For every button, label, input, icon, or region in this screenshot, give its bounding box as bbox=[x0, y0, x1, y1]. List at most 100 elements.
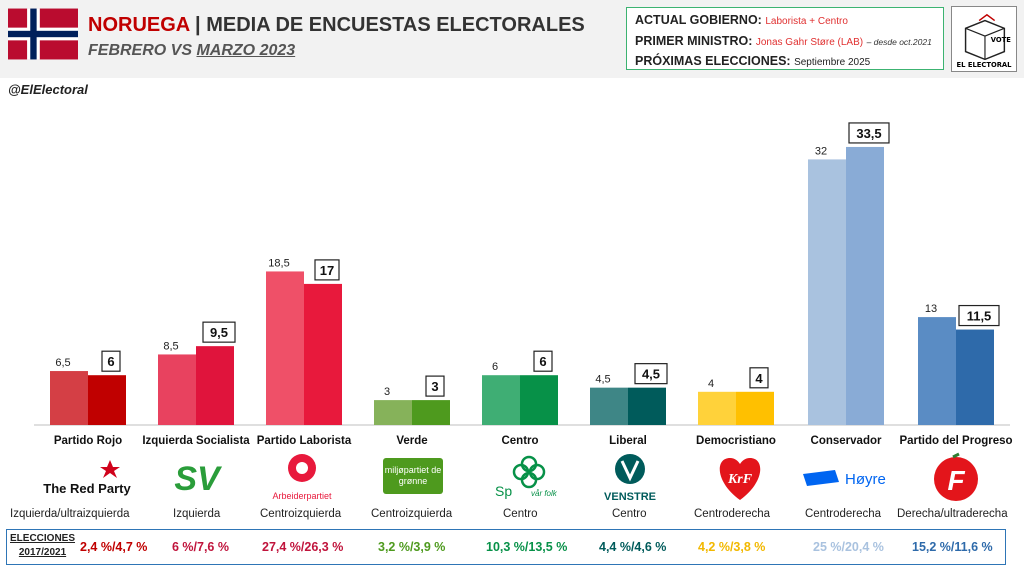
category-label: Verde bbox=[396, 435, 427, 447]
bar-feb bbox=[50, 371, 88, 425]
svg-text:Sp: Sp bbox=[495, 483, 512, 499]
category-label: Izquierda Socialista bbox=[142, 435, 250, 447]
election-result: 25 %/20,4 % bbox=[813, 540, 884, 554]
elections-box bbox=[6, 529, 1006, 565]
subtitle-a: FEBRERO VS bbox=[88, 42, 193, 59]
norway-flag-icon bbox=[8, 8, 78, 60]
ideology-label: Izquierda/ultraizquierda bbox=[10, 508, 130, 520]
bar-feb bbox=[808, 159, 846, 425]
value-box-mar bbox=[533, 350, 553, 372]
ideology-label: Derecha/ultraderecha bbox=[897, 508, 1008, 520]
header: NORUEGA | MEDIA DE ENCUESTAS ELECTORALES… bbox=[0, 0, 1024, 78]
bar-mar bbox=[412, 400, 450, 425]
ideology-label: Centro bbox=[503, 508, 538, 520]
bar-feb bbox=[590, 387, 628, 425]
ideology-label: Centroizquierda bbox=[371, 508, 453, 520]
bar-feb bbox=[918, 317, 956, 425]
category-label: Partido del Progreso bbox=[899, 435, 1012, 447]
bar-mar bbox=[304, 283, 342, 425]
value-label-mar: 3 bbox=[431, 379, 438, 394]
arbeiderpartiet-logo: Arbeiderpartiet bbox=[272, 454, 332, 501]
value-box-mar bbox=[848, 122, 890, 144]
pm-label: PRIMER MINISTRO: bbox=[635, 33, 753, 48]
ideology-label: Centroderecha bbox=[805, 508, 882, 520]
value-label-feb: 18,5 bbox=[268, 257, 289, 269]
bar-feb bbox=[698, 391, 736, 425]
value-label-feb: 6,5 bbox=[55, 357, 70, 369]
bar-feb bbox=[266, 271, 304, 425]
gov-value: Laborista + Centro bbox=[765, 16, 848, 27]
value-box-mar bbox=[749, 367, 769, 389]
election-result: 3,2 %/3,9 % bbox=[378, 540, 446, 554]
ideology-label: Centroderecha bbox=[694, 508, 771, 520]
mdg-logo: miljøpartiet de grønne bbox=[383, 458, 443, 494]
svg-text:F: F bbox=[947, 465, 965, 496]
value-box-mar bbox=[101, 350, 121, 372]
value-box-mar bbox=[202, 321, 236, 343]
value-label-feb: 4 bbox=[708, 378, 714, 390]
bar-mar bbox=[956, 329, 994, 425]
election-result: 6 %/7,6 % bbox=[172, 540, 229, 554]
svg-text:Arbeiderpartiet: Arbeiderpartiet bbox=[272, 491, 332, 501]
category-label: Liberal bbox=[609, 435, 647, 447]
election-result: 2,4 %/4,7 % bbox=[80, 540, 148, 554]
next-value: Septiembre 2025 bbox=[794, 57, 871, 68]
krf-logo: KrF bbox=[719, 458, 761, 500]
election-result: 27,4 %/26,3 % bbox=[262, 540, 344, 554]
bar-mar bbox=[628, 387, 666, 425]
election-result: 4,2 %/3,8 % bbox=[698, 540, 766, 554]
bar-feb bbox=[158, 354, 196, 425]
bar-mar bbox=[846, 146, 884, 425]
twitter-handle: @ElElectoral bbox=[8, 82, 88, 97]
value-label-mar: 9,5 bbox=[210, 325, 228, 340]
category-label: Conservador bbox=[811, 435, 882, 447]
poll-bar-chart: 6,5 6 Partido Rojo 8,5 9,5 Izquierda Socialis… bbox=[34, 122, 1013, 447]
value-label-mar: 4,5 bbox=[642, 367, 660, 382]
category-label: Partido Laborista bbox=[257, 435, 352, 447]
value-box-mar bbox=[314, 259, 340, 281]
value-label-feb: 13 bbox=[925, 303, 937, 315]
value-label-feb: 3 bbox=[384, 386, 390, 398]
title-text: | MEDIA DE ENCUESTAS ELECTORALES bbox=[195, 14, 585, 36]
government-info-box: ACTUAL GOBIERNO: Laborista + Centro PRIM… bbox=[626, 7, 944, 70]
next-label: PRÓXIMAS ELECCIONES: bbox=[635, 54, 791, 68]
gov-label: ACTUAL GOBIERNO: bbox=[635, 13, 762, 27]
subtitle-b: MARZO 2023 bbox=[196, 42, 296, 59]
value-label-feb: 6 bbox=[492, 361, 498, 373]
svg-text:The Red Party: The Red Party bbox=[43, 481, 131, 496]
value-label-feb: 4,5 bbox=[595, 374, 610, 386]
election-result: 4,4 %/4,6 % bbox=[599, 540, 667, 554]
value-box-mar bbox=[425, 375, 445, 397]
bar-mar bbox=[520, 375, 558, 425]
value-label-mar: 33,5 bbox=[856, 126, 881, 141]
brand-name: EL ELECTORAL bbox=[957, 61, 1013, 69]
ideology-label: Centroizquierda bbox=[260, 508, 342, 520]
venstre-logo: VENSTRE bbox=[604, 454, 656, 503]
elections-label: ELECCIONES 2017/2021 bbox=[10, 533, 76, 558]
value-box-mar bbox=[634, 363, 668, 385]
svg-text:Høyre: Høyre bbox=[845, 471, 886, 488]
senterpartiet-logo: Sp vår folk bbox=[495, 455, 558, 499]
category-label: Partido Rojo bbox=[54, 435, 122, 447]
pm-since: – desde oct.2021 bbox=[866, 36, 932, 47]
page-subtitle: FEBRERO VS MARZO 2023 bbox=[88, 42, 295, 60]
svg-text:KrF: KrF bbox=[727, 472, 753, 487]
ideology-label: Centro bbox=[612, 508, 647, 520]
election-result: 15,2 %/11,6 % bbox=[912, 540, 993, 554]
page-title: NORUEGA | MEDIA DE ENCUESTAS ELECTORALES bbox=[88, 14, 585, 37]
vote-text: VOTE bbox=[991, 36, 1011, 44]
svg-text:vår folk: vår folk bbox=[531, 489, 558, 498]
bar-mar bbox=[88, 375, 126, 425]
ideology-label: Izquierda bbox=[173, 508, 221, 520]
bar-feb bbox=[482, 375, 520, 425]
svg-text:VENSTRE: VENSTRE bbox=[604, 491, 656, 503]
election-result: 10,3 %/13,5 % bbox=[486, 540, 568, 554]
bar-mar bbox=[196, 346, 234, 425]
value-label-mar: 11,5 bbox=[967, 309, 992, 324]
value-label-mar: 4 bbox=[755, 371, 763, 386]
frp-logo: F bbox=[934, 452, 978, 501]
svg-text:SV: SV bbox=[174, 460, 223, 498]
value-label-mar: 6 bbox=[539, 354, 546, 369]
value-label-feb: 8,5 bbox=[163, 340, 178, 352]
bar-mar bbox=[736, 391, 774, 425]
